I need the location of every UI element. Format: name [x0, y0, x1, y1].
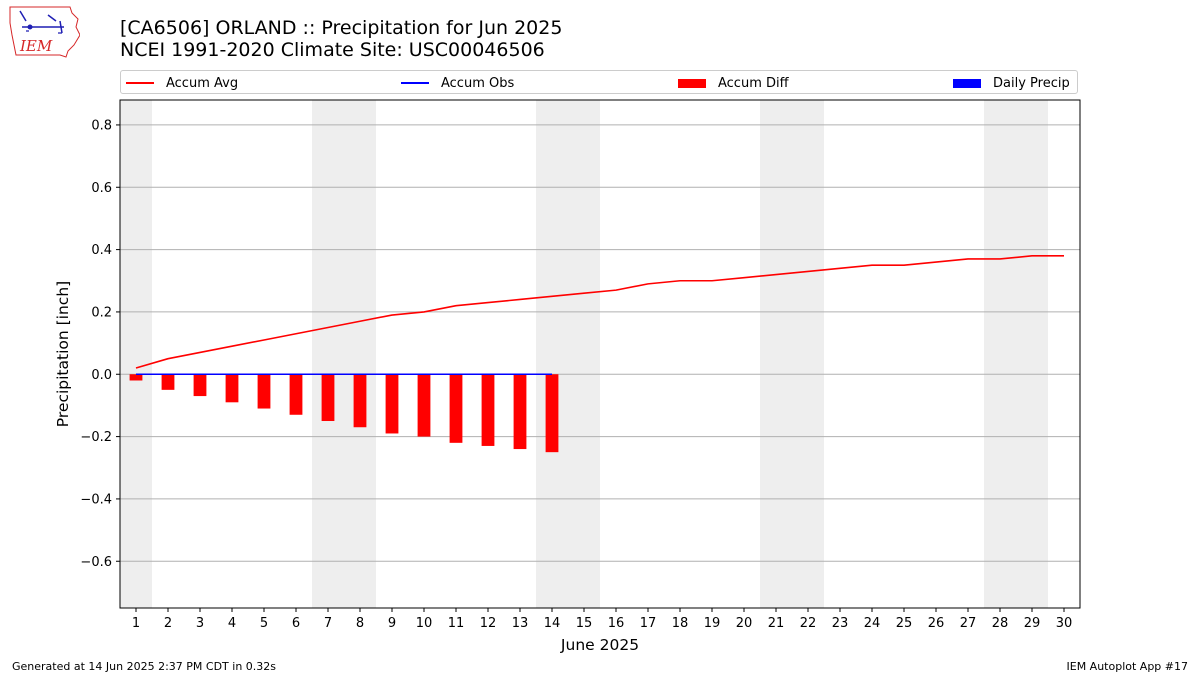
accum-diff-bar: [449, 374, 463, 443]
legend-swatch-accum-diff: [678, 78, 706, 88]
x-tick-label: 29: [1024, 616, 1041, 631]
legend-swatch-accum-avg: [126, 82, 154, 84]
legend-label-accum-diff: Accum Diff: [718, 75, 789, 91]
x-tick-label: 26: [928, 616, 945, 631]
legend-item-daily-precip: Daily Precip: [953, 74, 1070, 92]
x-tick-label: 4: [228, 616, 236, 631]
x-tick-label: 28: [992, 616, 1009, 631]
x-tick-label: 6: [292, 616, 300, 631]
accum-avg-line: [135, 255, 1064, 369]
y-tick-label: 0.8: [91, 118, 112, 133]
x-tick-label: 15: [576, 616, 593, 631]
legend-label-accum-obs: Accum Obs: [441, 75, 515, 91]
accum-diff-bar: [225, 374, 239, 403]
x-tick-label: 21: [768, 616, 785, 631]
x-tick-label: 2: [164, 616, 172, 631]
y-tick-label: 0.4: [91, 243, 112, 258]
x-tick-label: 8: [356, 616, 364, 631]
weekend-band: [120, 100, 152, 608]
x-tick-label: 27: [960, 616, 977, 631]
accum-diff-bar: [257, 374, 271, 409]
weekend-band: [536, 100, 568, 608]
legend-label-accum-avg: Accum Avg: [166, 75, 239, 91]
x-tick-label: 17: [640, 616, 657, 631]
x-tick-label: 22: [800, 616, 817, 631]
legend-swatch-daily-precip: [953, 78, 981, 88]
y-tick-label: −0.6: [80, 555, 112, 570]
x-tick-label: 19: [704, 616, 721, 631]
accum-diff-bar: [129, 374, 143, 381]
weekend-band: [760, 100, 792, 608]
accum-diff-bar: [289, 374, 303, 415]
x-tick-label: 18: [672, 616, 689, 631]
y-tick-label: 0.6: [91, 181, 112, 196]
weekend-band: [792, 100, 824, 608]
app-label: IEM Autoplot App #17: [1066, 660, 1189, 673]
accum-diff-bar: [481, 374, 495, 446]
x-tick-label: 7: [324, 616, 332, 631]
x-tick-label: 23: [832, 616, 849, 631]
legend-label-daily-precip: Daily Precip: [993, 75, 1070, 91]
legend-item-accum-avg: Accum Avg: [126, 74, 238, 92]
x-tick-label: 12: [480, 616, 497, 631]
y-tick-label: 0.2: [91, 305, 112, 320]
accum-diff-bar: [193, 374, 207, 397]
x-tick-label: 20: [736, 616, 753, 631]
x-tick-label: 25: [896, 616, 913, 631]
svg-text:IEM: IEM: [19, 37, 53, 55]
chart-subtitle: NCEI 1991-2020 Climate Site: USC00046506: [120, 39, 545, 61]
x-tick-label: 10: [416, 616, 433, 631]
accum-diff-bar: [161, 374, 175, 390]
y-axis-label: Precipitation [inch]: [54, 281, 72, 427]
y-tick-label: −0.2: [80, 430, 112, 445]
plot-frame: [119, 99, 1081, 609]
accum-diff-bar: [385, 374, 399, 434]
accum-diff-bar: [545, 374, 559, 453]
x-tick-label: 11: [448, 616, 465, 631]
weekend-band: [984, 100, 1016, 608]
x-tick-label: 3: [196, 616, 204, 631]
x-tick-label: 14: [544, 616, 561, 631]
x-tick-label: 1: [132, 616, 140, 631]
x-tick-label: 16: [608, 616, 625, 631]
accum-diff-bar: [513, 374, 527, 450]
accum-diff-bar: [353, 374, 367, 428]
legend-swatch-accum-obs: [401, 82, 429, 84]
iem-logo: IEM: [9, 6, 80, 58]
legend-item-accum-obs: Accum Obs: [401, 74, 514, 92]
weekend-band: [312, 100, 344, 608]
legend-item-accum-diff: Accum Diff: [678, 74, 789, 92]
accum-diff-bar: [417, 374, 431, 437]
x-tick-label: 9: [388, 616, 396, 631]
generated-timestamp: Generated at 14 Jun 2025 2:37 PM CDT in …: [12, 660, 277, 673]
x-tick-label: 5: [260, 616, 268, 631]
x-tick-label: 13: [512, 616, 529, 631]
weekend-band: [1016, 100, 1048, 608]
chart-legend: Accum Avg Accum Obs Accum Diff Daily Pre…: [120, 70, 1078, 94]
weekend-band: [344, 100, 376, 608]
y-tick-label: 0.0: [91, 368, 112, 383]
accum-diff-bar: [321, 374, 335, 422]
y-tick-label: −0.4: [80, 492, 112, 507]
x-tick-label: 30: [1056, 616, 1073, 631]
chart-title: [CA6506] ORLAND :: Precipitation for Jun…: [120, 17, 563, 39]
weekend-band: [568, 100, 600, 608]
x-tick-label: 24: [864, 616, 881, 631]
x-axis-label: June 2025: [560, 636, 639, 654]
